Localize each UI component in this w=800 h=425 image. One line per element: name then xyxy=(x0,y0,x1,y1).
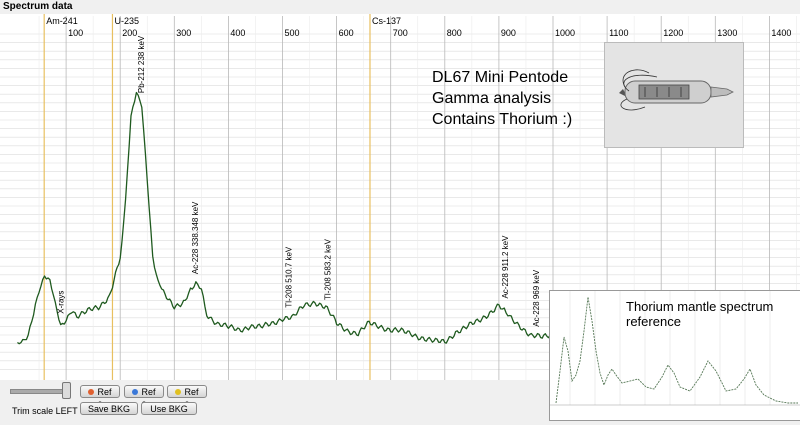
ref3-color-icon xyxy=(175,389,182,395)
save-bkg-button[interactable]: Save BKG xyxy=(80,402,138,415)
ref2-color-icon xyxy=(88,389,95,395)
x-tick-label-400: 400 xyxy=(230,28,245,38)
x-tick-labels: 100 200 300 400 500 600 700 800 900 1000 1100 1200 1… xyxy=(68,28,791,38)
x-tick-label-500: 500 xyxy=(285,28,300,38)
x-tick-label-1400: 1400 xyxy=(771,28,791,38)
tube-note-line2: Gamma analysis xyxy=(432,90,551,107)
isotope-marker-label-1: U-235 xyxy=(114,16,139,26)
peak-label-2: Ac-228 338.348 keV xyxy=(191,201,200,274)
ref2-second-button[interactable]: Ref 2 xyxy=(124,385,164,410)
pentode-tube-image xyxy=(605,43,743,147)
tube-photo xyxy=(604,42,744,148)
peak-label-1: Pb-212 238 keV xyxy=(137,35,146,93)
tube-note-line1: DL67 Mini Pentode xyxy=(432,69,568,86)
tube-note-line3: Contains Thorium :) xyxy=(432,111,572,128)
reference-note: Thorium mantle spectrum reference xyxy=(626,299,774,329)
trim-slider-thumb[interactable] xyxy=(62,382,71,399)
x-tick-label-300: 300 xyxy=(176,28,191,38)
x-tick-label-600: 600 xyxy=(339,28,354,38)
x-tick-label-1300: 1300 xyxy=(717,28,737,38)
isotope-marker-label-0: Am-241 xyxy=(46,16,78,26)
reference-inset: Thorium mantle spectrum reference xyxy=(549,290,800,421)
trim-scale-label: Trim scale LEFT xyxy=(12,406,78,416)
use-bkg-button[interactable]: Use BKG xyxy=(141,402,197,415)
peak-label-4: Tl-208 583.2 keV xyxy=(323,238,332,300)
x-tick-label-900: 900 xyxy=(501,28,516,38)
control-bar: Trim scale LEFT Ref 2 Ref 2 Ref 3 Save B… xyxy=(0,380,548,419)
peak-label-3: Tl-208 510.7 keV xyxy=(284,246,293,308)
ref3-button[interactable]: Ref 3 xyxy=(167,385,207,410)
peak-labels: X-rays Pb-212 238 keV Ac-228 338.348 keV Tl… xyxy=(57,35,542,327)
x-tick-label-100: 100 xyxy=(68,28,83,38)
x-tick-label-800: 800 xyxy=(447,28,462,38)
window-title: Spectrum data xyxy=(3,1,73,12)
ref2-button[interactable]: Ref 2 xyxy=(80,385,120,410)
peak-label-0: X-rays xyxy=(57,291,66,314)
x-tick-label-700: 700 xyxy=(393,28,408,38)
x-tick-label-1200: 1200 xyxy=(663,28,683,38)
x-tick-label-200: 200 xyxy=(122,28,137,38)
x-tick-label-1100: 1100 xyxy=(609,28,628,38)
x-tick-label-1000: 1000 xyxy=(555,28,575,38)
trim-slider-track[interactable] xyxy=(10,389,70,394)
peak-label-5: Ac-228 911.2 keV xyxy=(501,235,510,299)
ref2-second-color-icon xyxy=(132,389,139,395)
peak-label-6: Ac-228 969 keV xyxy=(532,269,541,327)
reference-spectrum-image xyxy=(550,291,800,406)
isotope-marker-label-2: Cs-137 xyxy=(372,16,401,26)
isotope-markers: Am-241 U-235 Cs-137 xyxy=(43,14,401,380)
